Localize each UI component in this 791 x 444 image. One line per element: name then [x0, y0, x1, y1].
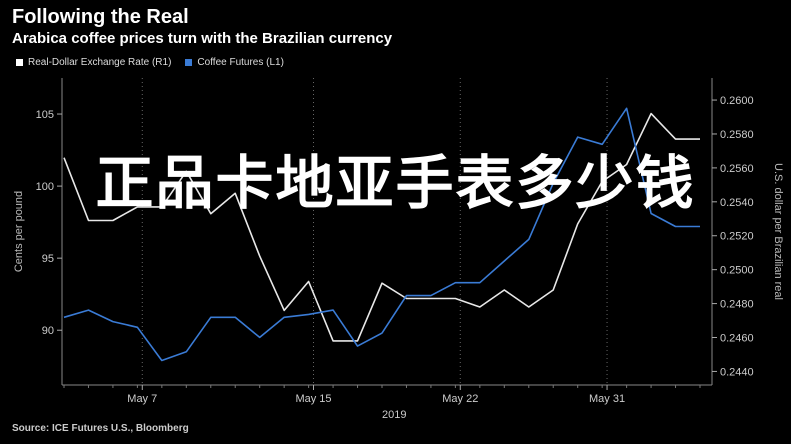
y-right-axis-title: U.S. dollar per Brazilian real — [772, 163, 784, 300]
x-tick-label: May 15 — [295, 393, 331, 405]
y-right-tick-label: 0.2520 — [720, 231, 754, 243]
y-right-tick-label: 0.2500 — [720, 265, 754, 277]
x-year-label: 2019 — [382, 409, 406, 421]
legend-swatch-coffee-futures — [185, 59, 193, 66]
source-note: Source: ICE Futures U.S., Bloomberg — [12, 423, 189, 434]
chart-subtitle: Arabica coffee prices turn with the Braz… — [12, 30, 393, 47]
y-right-tick-label: 0.2560 — [720, 163, 754, 175]
series-line-exchange-rate — [63, 112, 700, 342]
y-right-tick-label: 0.2580 — [720, 129, 754, 141]
y-left-tick-label: 100 — [36, 181, 54, 193]
y-left-tick-label: 95 — [42, 253, 54, 265]
legend: Real-Dollar Exchange Rate (R1) Coffee Fu… — [16, 57, 284, 68]
legend-label-exchange-rate: Real-Dollar Exchange Rate (R1) — [28, 57, 172, 68]
y-left-axis-title: Cents per pound — [13, 191, 25, 272]
x-tick-label: May 22 — [442, 393, 478, 405]
y-left-tick-label: 90 — [42, 325, 54, 337]
y-right-tick-label: 0.2480 — [720, 299, 754, 311]
series-line-coffee-futures — [63, 107, 700, 362]
overlay-watermark-text: 正品卡地亚手表多少钱 — [95, 149, 696, 217]
y-right-tick-label: 0.2600 — [720, 95, 754, 107]
legend-label-coffee-futures: Coffee Futures (L1) — [197, 57, 284, 68]
legend-item-coffee-futures: Coffee Futures (L1) — [185, 57, 284, 68]
legend-swatch-exchange-rate — [16, 59, 23, 66]
x-tick-label: May 31 — [589, 393, 625, 405]
legend-item-exchange-rate: Real-Dollar Exchange Rate (R1) — [16, 57, 171, 68]
y-left-tick-label: 105 — [36, 109, 54, 121]
y-right-tick-label: 0.2540 — [720, 197, 754, 209]
x-tick-label: May 7 — [127, 393, 157, 405]
y-right-tick-label: 0.2440 — [720, 366, 754, 378]
y-right-tick-label: 0.2460 — [720, 333, 754, 345]
chart-title: Following the Real — [12, 6, 189, 28]
